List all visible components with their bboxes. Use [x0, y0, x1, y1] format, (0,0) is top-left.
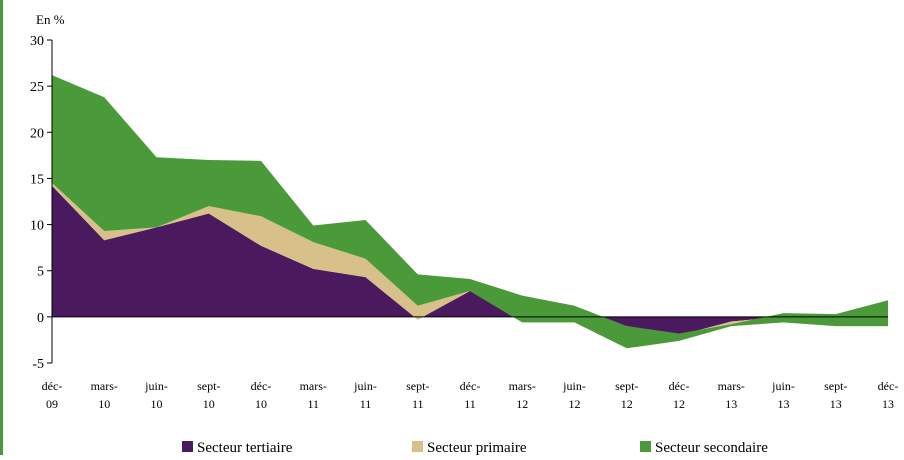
- x-tick-label: juin-10: [144, 379, 168, 411]
- area: [52, 185, 888, 336]
- x-tick-label: juin-11: [353, 379, 377, 411]
- x-tick-label: déc-12: [669, 379, 690, 411]
- x-tick-label: juin-13: [771, 379, 795, 411]
- legend-label: Secteur primaire: [427, 440, 527, 455]
- x-tick-label: juin-12: [562, 379, 586, 411]
- x-tick-label: sept-10: [197, 379, 220, 411]
- x-tick-label: déc-09: [42, 379, 63, 411]
- area: [52, 183, 888, 349]
- x-tick-label: déc-13: [878, 379, 899, 411]
- y-tick-label: 25: [30, 80, 44, 95]
- x-tick-label: mars-11: [300, 379, 327, 411]
- y-tick-label: 5: [37, 265, 44, 280]
- area: [52, 75, 888, 349]
- x-tick-label: mars-10: [91, 379, 118, 411]
- y-tick-label: 15: [30, 172, 44, 187]
- x-tick-label: mars-12: [509, 379, 536, 411]
- left-border: [0, 0, 3, 455]
- y-tick-label: 0: [37, 311, 44, 326]
- x-tick-label: mars-13: [718, 379, 745, 411]
- x-tick-label: déc-11: [460, 379, 481, 411]
- x-tick-label: déc-10: [251, 379, 272, 411]
- y-tick-label: 20: [30, 126, 44, 141]
- x-tick-label: sept-12: [615, 379, 638, 411]
- y-tick-label: 10: [30, 219, 44, 234]
- legend-swatch: [182, 441, 193, 452]
- y-tick-label: 30: [30, 34, 44, 49]
- y-axis-label: En %: [36, 12, 65, 27]
- x-tick-label: sept-11: [406, 379, 429, 411]
- y-tick-label: -5: [32, 357, 44, 372]
- legend-swatch: [640, 441, 651, 452]
- legend-label: Secteur secondaire: [655, 440, 768, 455]
- x-tick-label: sept-13: [824, 379, 847, 411]
- legend-label: Secteur tertiaire: [197, 440, 293, 455]
- legend-swatch: [412, 441, 423, 452]
